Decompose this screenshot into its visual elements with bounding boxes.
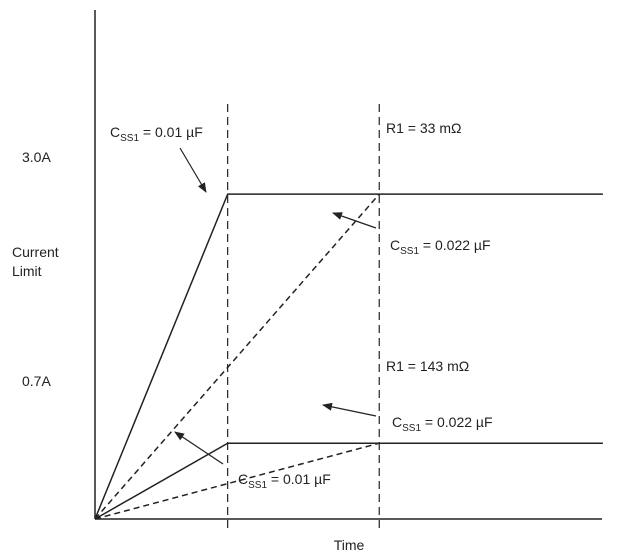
series-line-3 <box>94 442 603 520</box>
annotation-label-1: CSS1 = 0.01 µF <box>110 124 203 144</box>
y-axis-label-line-1: Current <box>12 244 59 260</box>
series-line-1 <box>94 193 603 520</box>
x-axis-label: Time <box>334 537 365 553</box>
series-line-4 <box>94 442 380 520</box>
annotation-arrow-3 <box>322 402 377 417</box>
annotation-arrow-1 <box>179 147 207 193</box>
annotation-arrow-2 <box>332 212 377 229</box>
y-tick-label-1: 0.7A <box>22 373 51 389</box>
annotation-label-5: CSS1 = 0.022 µF <box>392 414 493 434</box>
annotation-label-6: CSS1 = 0.01 µF <box>238 471 331 491</box>
series-line-2 <box>94 193 380 520</box>
annotation-arrow-4 <box>174 431 224 465</box>
y-tick-label-2: 3.0A <box>22 149 51 165</box>
annotation-label-2: R1 = 33 mΩ <box>386 120 461 136</box>
annotation-label-4: R1 = 143 mΩ <box>386 358 469 374</box>
y-axis-label-line-2: Limit <box>12 263 42 279</box>
annotation-label-3: CSS1 = 0.022 µF <box>390 237 491 257</box>
